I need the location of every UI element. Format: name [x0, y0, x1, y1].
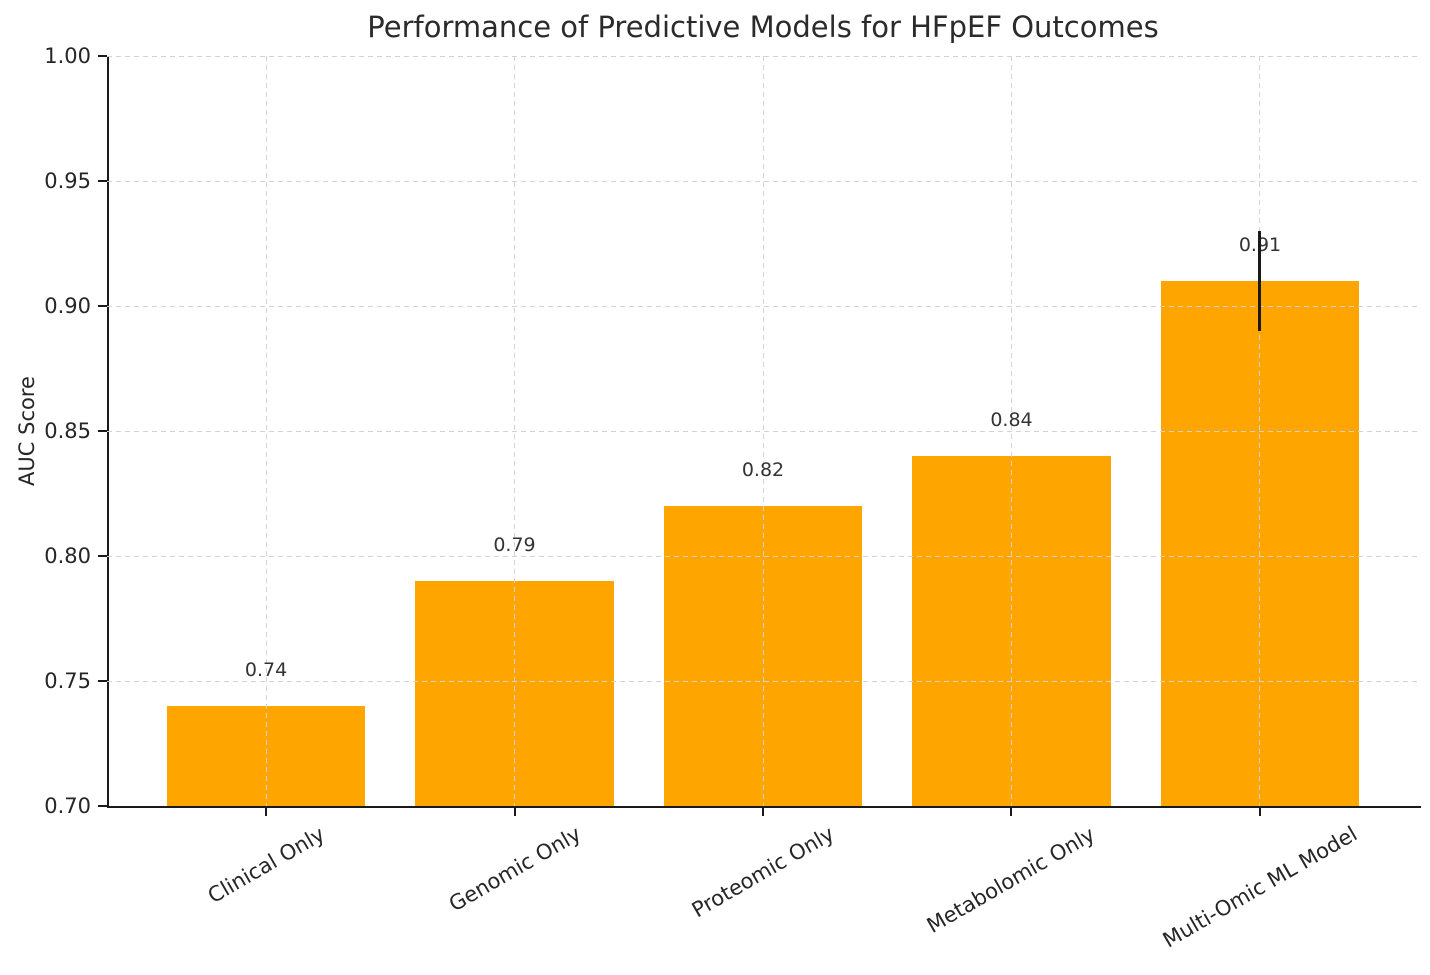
v-gridline [265, 56, 267, 806]
bar-value-label: 0.74 [244, 659, 288, 681]
x-tick-mark [762, 808, 764, 816]
y-tick-mark [98, 680, 107, 682]
v-gridline [762, 56, 764, 806]
y-tick-label: 0.75 [44, 669, 91, 693]
x-tick-label: Multi-Omic ML Model [1158, 821, 1362, 953]
v-gridline [1259, 56, 1261, 806]
y-tick-label: 0.70 [44, 794, 91, 818]
chart-title: Performance of Predictive Models for HFp… [367, 10, 1159, 44]
y-tick-mark [98, 55, 107, 57]
x-tick-label: Proteomic Only [687, 822, 839, 923]
y-tick-mark [98, 430, 107, 432]
bar-value-label: 0.79 [493, 534, 536, 556]
y-tick-label: 0.90 [44, 294, 91, 318]
y-tick-label: 0.95 [44, 169, 91, 193]
y-tick-mark [98, 305, 107, 307]
x-tick-label: Clinical Only [203, 822, 329, 909]
x-tick-label: Genomic Only [444, 822, 585, 917]
x-tick-mark [1010, 808, 1013, 816]
error-bar [1258, 231, 1262, 331]
y-tick-mark [98, 555, 107, 557]
bar-value-label: 0.82 [741, 459, 785, 481]
y-tick-mark [98, 180, 107, 182]
v-gridline [1010, 56, 1012, 806]
y-tick-label: 1.00 [44, 44, 91, 68]
y-tick-mark [98, 805, 107, 807]
y-tick-label: 0.85 [44, 419, 91, 443]
v-gridline [514, 56, 515, 806]
x-tick-mark [1258, 808, 1261, 816]
bar-value-label: 0.84 [990, 409, 1033, 431]
x-tick-mark [265, 808, 268, 816]
x-tick-label: Metabolomic Only [923, 822, 1100, 938]
y-tick-label: 0.80 [44, 544, 91, 568]
x-tick-mark [513, 808, 516, 816]
